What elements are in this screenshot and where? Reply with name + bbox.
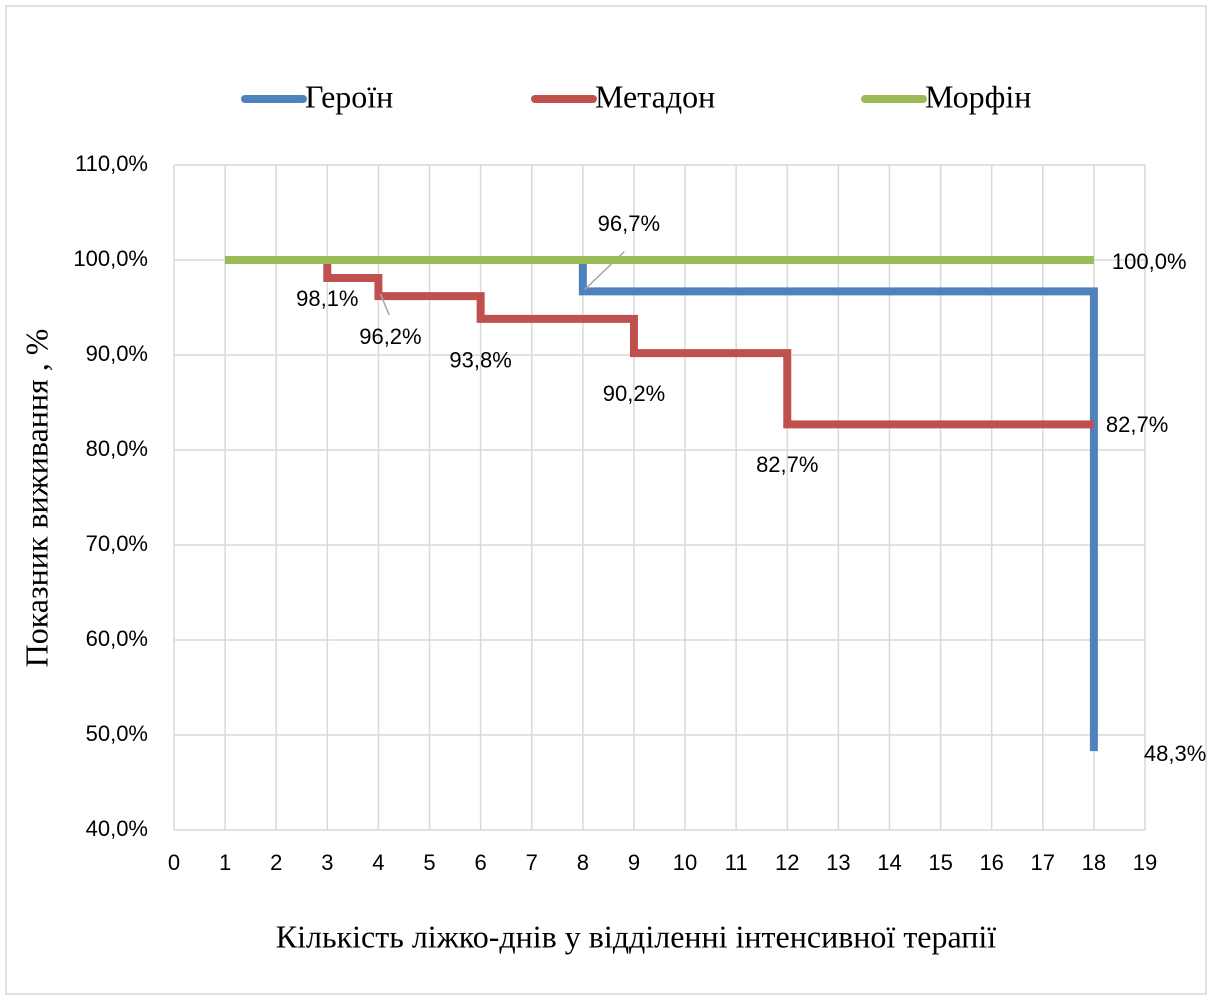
- y-tick-label: 70,0%: [86, 531, 148, 556]
- y-tick-label: 80,0%: [86, 436, 148, 461]
- x-tick-label: 5: [423, 850, 435, 875]
- x-tick-label: 4: [372, 850, 384, 875]
- y-tick-label: 50,0%: [86, 721, 148, 746]
- legend-label: Метадон: [595, 78, 715, 114]
- data-label: 93,8%: [449, 348, 511, 373]
- data-label: 82,7%: [756, 452, 818, 477]
- x-tick-label: 11: [725, 850, 748, 875]
- data-label: 96,2%: [359, 324, 421, 349]
- x-tick-label: 0: [168, 850, 180, 875]
- x-tick-label: 1: [219, 850, 231, 875]
- x-tick-label: 6: [475, 850, 487, 875]
- x-tick-label: 2: [270, 850, 282, 875]
- x-tick-label: 16: [979, 850, 1003, 875]
- y-tick-label: 40,0%: [86, 816, 148, 841]
- y-tick-label: 110,0%: [75, 151, 148, 176]
- x-axis-label: Кількість ліжко-днів у відділенні інтенс…: [276, 918, 997, 954]
- y-tick-label: 90,0%: [86, 341, 148, 366]
- legend-label: Морфін: [925, 78, 1031, 114]
- data-label: 96,7%: [598, 211, 660, 236]
- series-line: [225, 256, 1094, 429]
- x-tick-label: 18: [1082, 850, 1106, 875]
- x-tick-label: 19: [1133, 850, 1157, 875]
- x-tick-label: 15: [928, 850, 952, 875]
- x-tick-label: 8: [577, 850, 589, 875]
- data-label: 98,1%: [296, 286, 358, 311]
- x-tick-label: 12: [775, 850, 799, 875]
- y-axis-label: Показник виживання , %: [18, 329, 54, 668]
- x-tick-label: 3: [321, 850, 333, 875]
- leader-line: [379, 293, 390, 316]
- chart-frame: [5, 5, 1207, 995]
- x-tick-label: 14: [877, 850, 901, 875]
- x-tick-label: 13: [826, 850, 850, 875]
- x-tick-label: 10: [673, 850, 697, 875]
- data-label: 90,2%: [603, 381, 665, 406]
- y-tick-label: 60,0%: [86, 626, 148, 651]
- x-tick-label: 7: [526, 850, 538, 875]
- legend-label: Героїн: [305, 78, 393, 114]
- x-tick-label: 9: [628, 850, 640, 875]
- x-tick-label: 17: [1031, 850, 1055, 875]
- data-label: 48,3%: [1144, 741, 1206, 766]
- y-tick-label: 100,0%: [73, 246, 148, 271]
- data-label: 82,7%: [1106, 412, 1168, 437]
- data-label: 100,0%: [1112, 249, 1187, 274]
